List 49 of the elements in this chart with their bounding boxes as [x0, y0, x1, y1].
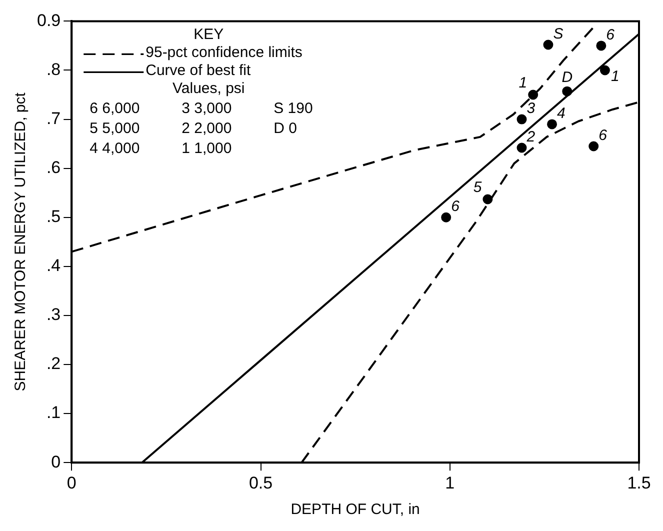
y-tick-label: .7	[46, 108, 61, 128]
annotation: 1	[610, 68, 620, 85]
y-tick-label: 0	[51, 452, 61, 472]
y-tick-label: .3	[46, 305, 61, 324]
annotation: 6	[606, 26, 616, 44]
y-axis-title: SHEARER MOTOR ENERGY UTILIZED, pct	[12, 92, 30, 392]
y-tick-label: .1	[46, 403, 61, 422]
annotation: S	[553, 25, 564, 42]
y-tick-label: .6	[46, 158, 61, 178]
annotation: 2 2,000	[182, 120, 232, 137]
point	[516, 142, 527, 153]
annotation: 6	[598, 126, 608, 144]
y-tick-label: .4	[46, 256, 61, 276]
point	[596, 40, 606, 51]
x-tick-label: 0.5	[248, 473, 273, 492]
annotation: 5 5,000	[90, 120, 140, 137]
x-tick-label: 1.5	[627, 473, 651, 492]
annotation: 4 4,000	[90, 140, 140, 157]
point	[600, 65, 610, 76]
y-tick-label: .2	[46, 354, 61, 374]
x-tick-label: 1	[445, 473, 455, 492]
annotation: 6 6,000	[90, 100, 140, 117]
annotation: 4	[557, 104, 566, 122]
annotation: 3 3,000	[182, 100, 232, 117]
point	[482, 194, 493, 204]
y-tick-label: .5	[46, 207, 61, 226]
point	[528, 90, 538, 100]
y-tick-label: 0.9	[36, 10, 61, 30]
point	[516, 114, 527, 124]
annotation: D 0	[274, 120, 297, 137]
annotation: 5	[473, 178, 482, 196]
y-tick-label: .8	[46, 60, 61, 79]
annotation: 1 1,000	[182, 140, 232, 157]
legend-label: Curve of best fit	[146, 62, 252, 79]
annotation: D	[562, 69, 573, 86]
point	[588, 141, 599, 152]
legend-label: 95-pct confidence limits	[146, 44, 302, 61]
annotation: 2	[526, 128, 536, 146]
annotation: 1	[518, 74, 528, 92]
legend-title: KEY	[194, 26, 224, 43]
annotation: 3	[526, 100, 536, 117]
point	[441, 212, 452, 222]
x-tick-label: 0	[66, 473, 76, 492]
point	[543, 40, 554, 50]
annotation: S 190	[274, 100, 313, 117]
point	[547, 119, 558, 130]
annotation: Values, psi	[172, 80, 245, 97]
x-axis-title: DEPTH OF CUT, in	[290, 501, 420, 518]
annotation: 6	[451, 198, 460, 216]
